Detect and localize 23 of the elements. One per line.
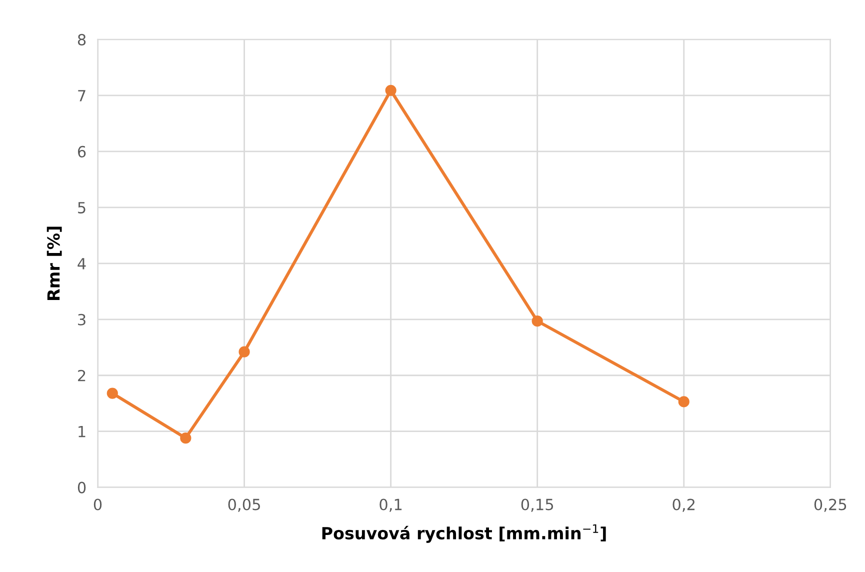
x-tick-label: 0 (94, 498, 102, 510)
point (238, 346, 250, 358)
x-tick-label: 0,05 (228, 498, 260, 512)
y-tick-label: 5 (78, 202, 86, 214)
y-tick-label: 1 (78, 426, 86, 438)
x-tick-label: 0,2 (672, 498, 694, 512)
point (532, 316, 543, 327)
x-axis-title: Posuvová rychlost [mm.min$^{−1}$] (322, 524, 606, 543)
y-tick-label: 6 (78, 146, 86, 158)
y-tick-label: 0 (78, 482, 86, 494)
y-tick-label: 7 (78, 90, 86, 102)
point (106, 388, 118, 399)
x-tick-label: 0,15 (521, 498, 554, 512)
point (385, 84, 396, 96)
x-tick-label: 0,25 (814, 498, 846, 512)
x-tick-label: 0,1 (380, 498, 402, 512)
point (180, 432, 192, 444)
point (678, 396, 690, 408)
y-tick-label: 2 (78, 370, 86, 382)
y-tick-label: 8 (78, 34, 86, 46)
y-tick-label: 4 (78, 258, 86, 270)
y-tick-label: 3 (78, 314, 86, 326)
y-axis-title: Rmr [%] (46, 226, 62, 300)
